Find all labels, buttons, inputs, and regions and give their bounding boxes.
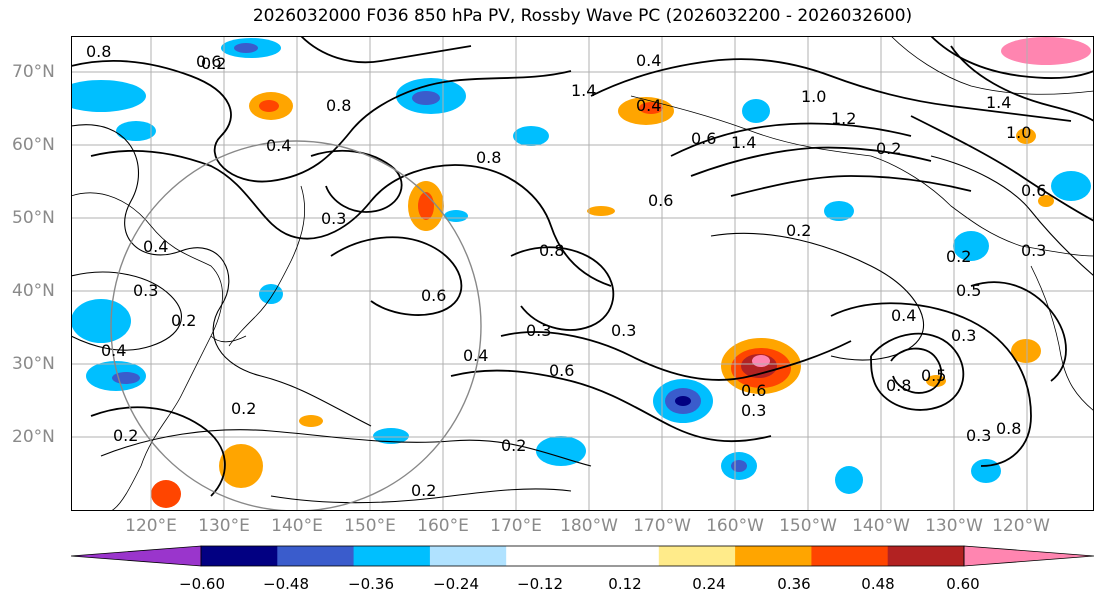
lon-label: 140°E bbox=[271, 516, 323, 536]
lon-label: 160°W bbox=[706, 516, 764, 536]
contour-label: 0.2 bbox=[411, 481, 436, 500]
contour-label: 0.3 bbox=[321, 209, 346, 228]
contour-label: 0.2 bbox=[876, 139, 901, 158]
contour-label: 1.4 bbox=[986, 93, 1011, 112]
contour-label: 0.6 bbox=[421, 286, 446, 305]
contour-label: 0.2 bbox=[113, 426, 138, 445]
colorbar-tick-label: 0.12 bbox=[608, 575, 642, 593]
colorbar-segment bbox=[506, 546, 583, 566]
contour-label: 0.8 bbox=[86, 42, 111, 61]
contour-label: 0.2 bbox=[171, 311, 196, 330]
colorbar-border bbox=[200, 545, 965, 567]
contour-label: 0.6 bbox=[549, 361, 574, 380]
contour-label: 0.5 bbox=[956, 281, 981, 300]
lat-label: 70°N bbox=[12, 62, 55, 82]
lon-label: 170°W bbox=[633, 516, 691, 536]
colorbar-segment bbox=[582, 546, 660, 566]
colorbar-segment bbox=[429, 546, 507, 566]
contour-label: 0.4 bbox=[891, 306, 916, 325]
contour-label: 0.3 bbox=[966, 426, 991, 445]
colorbar-tick-label: −0.36 bbox=[348, 575, 394, 593]
colorbar-tick-label: −0.48 bbox=[263, 575, 309, 593]
contour-label: 0.6 bbox=[1021, 181, 1046, 200]
colorbar bbox=[71, 545, 1094, 567]
contour-label: 0.6 bbox=[741, 381, 766, 400]
contour-label: 0.8 bbox=[539, 241, 564, 260]
colorbar-tick-label: 0.24 bbox=[692, 575, 726, 593]
contour-label: 1.0 bbox=[801, 87, 826, 106]
contour-label: 0.2 bbox=[501, 436, 526, 455]
contour-label: 1.2 bbox=[831, 109, 856, 128]
contour-label: 0.8 bbox=[886, 376, 911, 395]
lat-label: 50°N bbox=[12, 208, 55, 228]
pv-thick-contours bbox=[71, 36, 1094, 497]
lon-label: 150°E bbox=[344, 516, 396, 536]
contour-label: 0.4 bbox=[636, 51, 661, 70]
colorbar-segment bbox=[277, 546, 355, 566]
lon-label: 130°E bbox=[198, 516, 250, 536]
contour-label: 0.4 bbox=[266, 136, 291, 155]
colorbar-tick-label: 0.48 bbox=[861, 575, 895, 593]
lon-label: 170°E bbox=[490, 516, 542, 536]
lat-label: 60°N bbox=[12, 135, 55, 155]
contour-label: 0.3 bbox=[526, 321, 551, 340]
lon-label: 180°W bbox=[560, 516, 618, 536]
graticule bbox=[71, 36, 1094, 511]
lat-label: 40°N bbox=[12, 281, 55, 301]
contour-label: 0.6 bbox=[691, 129, 716, 148]
colorbar-extend-high bbox=[963, 545, 1094, 567]
colorbar-tick-label: −0.24 bbox=[433, 575, 479, 593]
map-title: 2026032000 F036 850 hPa PV, Rossby Wave … bbox=[252, 6, 913, 26]
contour-label: 0.8 bbox=[476, 148, 501, 167]
contour-label: 0.6 bbox=[196, 52, 221, 71]
lon-label: 160°E bbox=[417, 516, 469, 536]
contour-label: 0.3 bbox=[133, 281, 158, 300]
contour-label: 0.6 bbox=[648, 191, 673, 210]
colorbar-segment bbox=[735, 546, 812, 566]
contour-label: 0.3 bbox=[611, 321, 636, 340]
contour-label: 0.4 bbox=[463, 346, 488, 365]
lat-label: 30°N bbox=[12, 354, 55, 374]
lon-label: 140°W bbox=[852, 516, 910, 536]
colorbar-tick-label: −0.12 bbox=[517, 575, 563, 593]
lon-label: 120°W bbox=[992, 516, 1050, 536]
contour-label: 0.3 bbox=[1021, 241, 1046, 260]
contour-label: 0.3 bbox=[951, 326, 976, 345]
contour-label: 1.4 bbox=[731, 133, 756, 152]
contour-label: 0.2 bbox=[231, 399, 256, 418]
contour-label: 0.4 bbox=[143, 237, 168, 256]
contour-label: 0.8 bbox=[326, 96, 351, 115]
contour-label: 1.4 bbox=[571, 81, 596, 100]
contour-label: 0.8 bbox=[996, 419, 1021, 438]
contour-label: 1.0 bbox=[1006, 123, 1031, 142]
coastlines bbox=[71, 36, 1094, 511]
pv-thin-contours bbox=[71, 124, 1094, 504]
map-panel: 0.8 0.6 0.4 0.8 0.4 0.3 0.4 0.3 0.2 0.4 … bbox=[71, 36, 1094, 511]
contour-label: 0.2 bbox=[946, 247, 971, 266]
contour-label: 0.5 bbox=[921, 366, 946, 385]
lon-label: 130°W bbox=[925, 516, 983, 536]
colorbar-tick-label: 0.60 bbox=[946, 575, 980, 593]
reference-circle bbox=[110, 140, 482, 511]
colorbar-segment bbox=[658, 546, 736, 566]
lat-label: 20°N bbox=[12, 427, 55, 447]
map-frame bbox=[71, 36, 1094, 511]
colorbar-tick-label: −0.60 bbox=[179, 575, 225, 593]
contour-label: 0.4 bbox=[101, 341, 126, 360]
contour-label: 0.2 bbox=[201, 54, 226, 73]
contour-label: 0.4 bbox=[636, 96, 661, 115]
contour-labels: 0.8 0.6 0.4 0.8 0.4 0.3 0.4 0.3 0.2 0.4 … bbox=[86, 42, 1046, 500]
contour-label: 0.2 bbox=[786, 221, 811, 240]
colorbar-segment bbox=[201, 546, 278, 566]
colorbar-segment bbox=[811, 546, 889, 566]
colorbar-extend-low bbox=[71, 545, 202, 567]
contour-label: 0.3 bbox=[741, 401, 766, 420]
colorbar-tick-label: 0.36 bbox=[777, 575, 811, 593]
lon-label: 150°W bbox=[779, 516, 837, 536]
colorbar-segment bbox=[887, 546, 965, 566]
lon-label: 120°E bbox=[125, 516, 177, 536]
colorbar-segment bbox=[353, 546, 431, 566]
